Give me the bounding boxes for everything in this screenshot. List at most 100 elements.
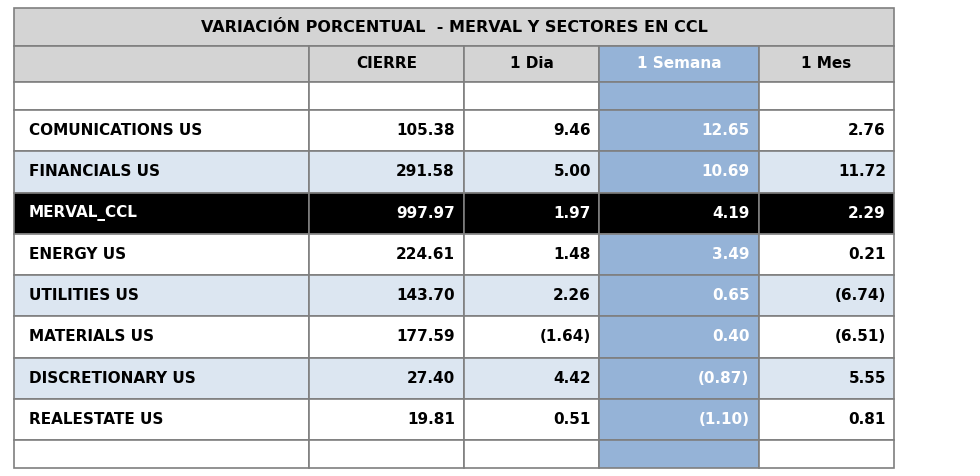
- Text: 3.49: 3.49: [711, 247, 750, 262]
- Bar: [759, 316, 894, 357]
- Text: 11.72: 11.72: [838, 164, 886, 179]
- Text: 0.81: 0.81: [849, 412, 886, 427]
- Text: 2.76: 2.76: [848, 123, 886, 138]
- Text: REALESTATE US: REALESTATE US: [28, 412, 163, 427]
- Bar: [14, 399, 309, 440]
- Bar: [464, 234, 599, 275]
- Text: MATERIALS US: MATERIALS US: [28, 329, 154, 344]
- Text: (0.87): (0.87): [698, 371, 750, 386]
- Bar: [309, 110, 464, 151]
- Bar: [309, 440, 464, 468]
- Text: 1 Semana: 1 Semana: [637, 57, 721, 71]
- Bar: [14, 82, 309, 110]
- Bar: [464, 357, 599, 399]
- Bar: [309, 46, 464, 82]
- Bar: [14, 440, 309, 468]
- Bar: [464, 46, 599, 82]
- Bar: [599, 151, 759, 192]
- Bar: [464, 275, 599, 316]
- Bar: [759, 192, 894, 234]
- Bar: [14, 151, 309, 192]
- Bar: [599, 192, 759, 234]
- Text: 12.65: 12.65: [701, 123, 750, 138]
- Bar: [599, 46, 759, 82]
- Text: ENERGY US: ENERGY US: [28, 247, 125, 262]
- Text: COMUNICATIONS US: COMUNICATIONS US: [28, 123, 202, 138]
- Bar: [14, 275, 309, 316]
- Text: 5.00: 5.00: [554, 164, 591, 179]
- Bar: [759, 110, 894, 151]
- Bar: [309, 192, 464, 234]
- Bar: [599, 316, 759, 357]
- Bar: [309, 399, 464, 440]
- Text: (1.10): (1.10): [699, 412, 750, 427]
- Bar: [309, 82, 464, 110]
- Text: (6.51): (6.51): [835, 329, 886, 344]
- Bar: [759, 82, 894, 110]
- Text: 4.19: 4.19: [712, 206, 750, 220]
- Bar: [599, 399, 759, 440]
- Bar: [759, 275, 894, 316]
- Bar: [464, 316, 599, 357]
- Text: 0.65: 0.65: [711, 288, 750, 303]
- Bar: [464, 82, 599, 110]
- Bar: [309, 151, 464, 192]
- Bar: [14, 46, 309, 82]
- Bar: [14, 110, 309, 151]
- Bar: [599, 275, 759, 316]
- Text: MERVAL_CCL: MERVAL_CCL: [28, 205, 137, 221]
- Text: 9.46: 9.46: [554, 123, 591, 138]
- Text: FINANCIALS US: FINANCIALS US: [28, 164, 160, 179]
- Text: 2.29: 2.29: [848, 206, 886, 220]
- Bar: [759, 46, 894, 82]
- Bar: [309, 357, 464, 399]
- Bar: [759, 357, 894, 399]
- Text: 0.40: 0.40: [711, 329, 750, 344]
- Text: (1.64): (1.64): [540, 329, 591, 344]
- Bar: [14, 8, 894, 46]
- Bar: [464, 440, 599, 468]
- Text: (6.74): (6.74): [835, 288, 886, 303]
- Text: 1.48: 1.48: [554, 247, 591, 262]
- Bar: [759, 151, 894, 192]
- Bar: [464, 192, 599, 234]
- Text: 1 Dia: 1 Dia: [510, 57, 554, 71]
- Text: 2.26: 2.26: [553, 288, 591, 303]
- Text: 1.97: 1.97: [554, 206, 591, 220]
- Bar: [14, 234, 309, 275]
- Text: DISCRETIONARY US: DISCRETIONARY US: [28, 371, 195, 386]
- Bar: [599, 357, 759, 399]
- Bar: [14, 192, 309, 234]
- Bar: [599, 440, 759, 468]
- Bar: [464, 151, 599, 192]
- Text: 291.58: 291.58: [396, 164, 455, 179]
- Text: 143.70: 143.70: [396, 288, 455, 303]
- Bar: [309, 234, 464, 275]
- Text: 19.81: 19.81: [407, 412, 455, 427]
- Bar: [309, 316, 464, 357]
- Bar: [599, 234, 759, 275]
- Text: 10.69: 10.69: [702, 164, 750, 179]
- Text: 224.61: 224.61: [396, 247, 455, 262]
- Bar: [464, 110, 599, 151]
- Text: 5.55: 5.55: [849, 371, 886, 386]
- Bar: [599, 110, 759, 151]
- Bar: [599, 82, 759, 110]
- Bar: [309, 275, 464, 316]
- Text: UTILITIES US: UTILITIES US: [28, 288, 138, 303]
- Text: 177.59: 177.59: [396, 329, 455, 344]
- Text: 1 Mes: 1 Mes: [802, 57, 852, 71]
- Text: 105.38: 105.38: [396, 123, 455, 138]
- Bar: [759, 399, 894, 440]
- Bar: [464, 399, 599, 440]
- Text: VARIACIÓN PORCENTUAL  - MERVAL Y SECTORES EN CCL: VARIACIÓN PORCENTUAL - MERVAL Y SECTORES…: [201, 20, 708, 34]
- Text: 4.42: 4.42: [554, 371, 591, 386]
- Text: 27.40: 27.40: [407, 371, 455, 386]
- Text: 0.51: 0.51: [554, 412, 591, 427]
- Text: 997.97: 997.97: [396, 206, 455, 220]
- Text: CIERRE: CIERRE: [356, 57, 417, 71]
- Bar: [759, 234, 894, 275]
- Bar: [14, 357, 309, 399]
- Text: 0.21: 0.21: [849, 247, 886, 262]
- Bar: [14, 316, 309, 357]
